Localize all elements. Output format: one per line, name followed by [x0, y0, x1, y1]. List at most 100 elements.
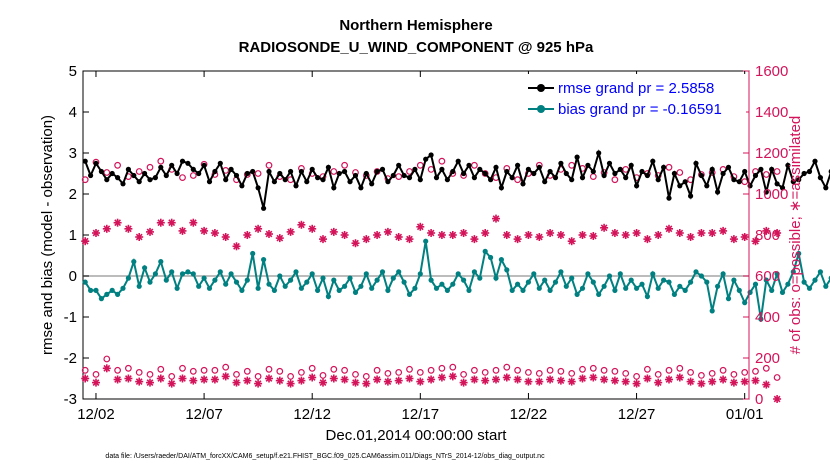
assimilated-point-39: [502, 231, 511, 239]
assimilated-point-29: [394, 233, 403, 241]
assimilated-star-stroke: [525, 231, 532, 239]
bias-point-55: [379, 269, 386, 275]
possible_low-point-41: [525, 369, 532, 376]
assimilated_low-point-17: [265, 374, 273, 383]
rmse-point-73: [477, 166, 483, 172]
assimilated_low-point-44: [556, 376, 565, 385]
bias-point-70: [461, 277, 467, 283]
bias-point-100: [623, 285, 629, 291]
assimilated_low-point-49: [610, 376, 619, 385]
bias-point-36: [277, 273, 283, 279]
rmse-point-74: [482, 170, 488, 177]
possible_low-point-10: [189, 367, 197, 375]
assimilated-star-stroke: [676, 229, 684, 237]
assimilated_low-star-stroke: [157, 375, 165, 382]
rmse-point-131: [790, 179, 796, 185]
rmse-point-22: [201, 162, 207, 168]
assimilated_low-star-stroke: [665, 376, 673, 383]
rmse-point-98: [612, 170, 618, 177]
possible_low-point-15: [243, 367, 251, 375]
assimilated-star-stroke: [471, 235, 478, 243]
assimilated-point-13: [221, 233, 230, 241]
assimilated_low-star-stroke: [535, 378, 543, 385]
assimilated_low-point-3: [113, 375, 122, 384]
possible_low-point-5: [135, 369, 143, 376]
assimilated-star-stroke: [125, 225, 132, 233]
bias-point-135: [812, 277, 818, 283]
bias-point-109: [671, 291, 678, 297]
rmse-point-59: [401, 172, 407, 179]
rmse-point-124: [752, 172, 759, 179]
assimilated-point-5: [135, 233, 144, 241]
possible_low-point-18: [276, 367, 284, 375]
assimilated_low-point-10: [189, 376, 198, 385]
bias-point-47: [336, 287, 342, 293]
rmse-point-21: [196, 170, 202, 177]
possible-point-33: [438, 157, 446, 165]
bias-point-9: [131, 259, 137, 265]
bias-point-32: [255, 285, 261, 291]
assimilated-point-60: [729, 235, 738, 244]
assimilated-point-4: [124, 224, 133, 233]
bias-point-6: [115, 291, 121, 297]
rmse-point-12: [147, 177, 153, 183]
possible_low-point-2: [103, 355, 111, 363]
assimilated-star-stroke: [352, 239, 359, 247]
assimilated-point-50: [621, 231, 630, 239]
rmse-point-50: [352, 172, 359, 179]
assimilated-star-stroke: [298, 221, 305, 229]
assimilated-star-stroke: [373, 231, 381, 239]
bias-point-112: [688, 279, 694, 285]
possible-point-40: [514, 176, 521, 184]
bias-point-75: [488, 254, 494, 261]
assimilated_low-point-39: [502, 373, 511, 382]
assimilated_low-point-63: [762, 380, 771, 389]
assimilated-star-stroke: [665, 225, 673, 233]
bias-point-26: [223, 281, 229, 287]
bias-point-22: [201, 275, 207, 281]
bias-point-91: [574, 291, 580, 297]
possible_low-point-24: [341, 366, 349, 374]
possible_low-point-37: [481, 369, 489, 376]
assimilated_low-point-59: [719, 375, 728, 384]
left-tick-label: 5: [69, 63, 77, 80]
bias-point-134: [806, 285, 813, 291]
assimilated_low-star-stroke: [427, 376, 435, 383]
assimilated_low-point-14: [232, 378, 241, 387]
assimilated-point-9: [178, 226, 187, 235]
bias-point-57: [390, 275, 396, 281]
assimilated-point-24: [340, 231, 349, 239]
bias-point-71: [466, 287, 472, 293]
assimilated_low-point-0: [81, 374, 90, 383]
possible_low-point-44: [557, 367, 565, 375]
assimilated_low-point-1: [92, 378, 100, 387]
assimilated_low-star-stroke: [308, 374, 316, 381]
rmse-point-115: [704, 183, 710, 189]
assimilated-point-28: [383, 227, 392, 236]
rmse-point-109: [671, 170, 678, 177]
assimilated-star-stroke: [503, 231, 511, 239]
assimilated-star-stroke: [535, 233, 543, 241]
rmse-point-26: [223, 177, 229, 183]
bias-point-10: [136, 283, 142, 289]
rmse-point-86: [547, 168, 553, 175]
left-tick-label: 4: [69, 104, 77, 121]
rmse-point-108: [666, 195, 672, 201]
rmse-point-37: [282, 177, 288, 183]
right-tick-label: 600: [755, 268, 780, 285]
rmse-point-104: [644, 172, 651, 179]
rmse-point-29: [239, 183, 245, 189]
bias-point-35: [271, 287, 277, 293]
rmse-point-100: [623, 175, 629, 181]
assimilated-star-stroke: [222, 233, 230, 241]
possible_low-point-40: [514, 366, 521, 374]
possible_low-point-45: [568, 370, 576, 377]
bias-point-4: [104, 291, 110, 297]
rmse-point-135: [812, 158, 818, 164]
assimilated-point-62: [751, 237, 760, 246]
right-tick-label: 1000: [755, 186, 788, 203]
assimilated_low-point-25: [351, 378, 360, 387]
assimilated-star-stroke: [460, 229, 467, 237]
rmse-point-16: [169, 162, 175, 168]
